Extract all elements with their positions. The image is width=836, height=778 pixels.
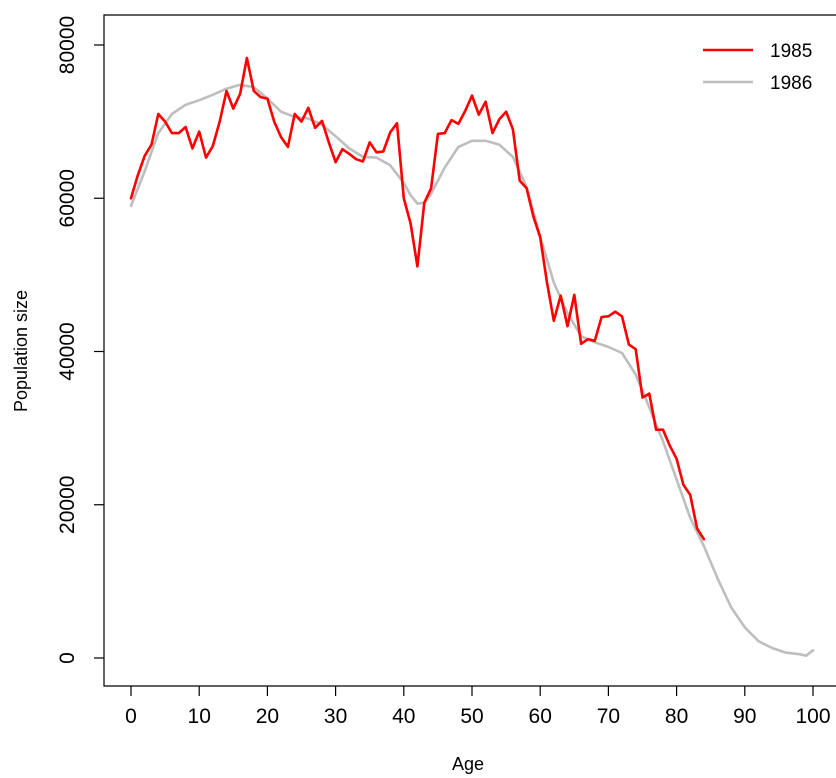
x-tick-label: 30 bbox=[324, 705, 347, 728]
y-tick-label: 0 bbox=[56, 652, 79, 664]
x-tick-label: 100 bbox=[795, 705, 830, 728]
x-tick-label: 40 bbox=[392, 705, 415, 728]
x-tick-label: 20 bbox=[256, 705, 279, 728]
x-tick-label: 50 bbox=[460, 705, 483, 728]
y-axis: 0 20000 40000 60000 80000 bbox=[56, 16, 104, 664]
x-tick-label: 90 bbox=[733, 705, 756, 728]
y-tick-label: 40000 bbox=[56, 322, 79, 380]
series-line-1985 bbox=[129, 56, 706, 541]
series-line-1986 bbox=[129, 83, 815, 658]
x-tick-label: 0 bbox=[125, 705, 137, 728]
y-tick-label: 20000 bbox=[56, 476, 79, 534]
x-axis: 0 10 20 30 40 50 60 70 80 90 100 bbox=[125, 686, 831, 728]
legend-label-1985: 1985 bbox=[770, 41, 812, 62]
y-axis-title: Population size bbox=[11, 290, 31, 412]
y-tick-label: 80000 bbox=[56, 16, 79, 74]
legend-label-1986: 1986 bbox=[770, 73, 812, 94]
y-tick-label: 60000 bbox=[56, 169, 79, 227]
x-tick-label: 80 bbox=[665, 705, 688, 728]
x-tick-label: 60 bbox=[529, 705, 552, 728]
x-tick-label: 10 bbox=[188, 705, 211, 728]
legend: 1985 1986 bbox=[703, 41, 812, 94]
x-tick-label: 70 bbox=[597, 705, 620, 728]
x-axis-title: Age bbox=[452, 754, 484, 774]
plot-frame bbox=[103, 14, 836, 687]
plot-border bbox=[103, 14, 836, 687]
series-layer bbox=[129, 56, 815, 658]
